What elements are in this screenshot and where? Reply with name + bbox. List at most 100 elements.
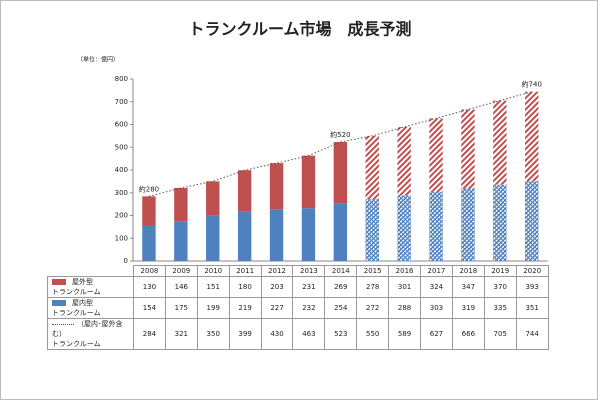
chart-title: トランクルーム市場 成長予測: [188, 20, 411, 39]
corner-cell: [48, 266, 134, 277]
table-value: 705: [483, 318, 517, 350]
y-tick-label: 0: [124, 257, 128, 265]
table-value: 151: [196, 276, 230, 298]
x-tick-label: 2016: [388, 265, 422, 277]
legend-label: 屋内型 トランクルーム: [52, 299, 101, 317]
table-value: 130: [133, 276, 166, 298]
bar-segment: [269, 209, 284, 261]
legend-line: [52, 323, 74, 325]
bar-segment: [461, 188, 475, 261]
y-tick-label: 800: [115, 75, 128, 83]
table-value: 321: [164, 318, 198, 350]
table-value: 146: [164, 276, 198, 298]
bar-segment: [142, 225, 156, 261]
bar-segment: [429, 192, 443, 261]
table-value: 393: [515, 276, 549, 298]
bar-segment: [397, 195, 411, 261]
table-value: 269: [324, 276, 358, 298]
x-tick-label: 2014: [324, 265, 358, 277]
x-tick-label: 2011: [228, 265, 262, 277]
y-tick-label: 100: [115, 234, 128, 242]
series-row: （屋内･屋外含む） トランクルーム 284 321 350 399 430 463 523 55…: [47, 318, 549, 350]
bar-segment: [237, 170, 252, 212]
legend-item: 屋内型 トランクルーム: [47, 297, 134, 319]
table-value: 288: [388, 297, 422, 319]
bar-segment: [174, 187, 188, 222]
table-value: 154: [133, 297, 166, 319]
table-value: 219: [228, 297, 262, 319]
x-tick-label: 2012: [260, 265, 294, 277]
bar-segment: [525, 181, 539, 261]
table-value: 350: [196, 318, 230, 350]
y-tick-label: 200: [115, 212, 128, 220]
data-table: 2008 2009 2010 2011 2012 2013 2014 2015 2016 2017…: [47, 265, 549, 350]
series-row: 屋内型 トランクルーム 154 175 199 219 227 232 254 272 288 30…: [47, 297, 549, 319]
x-tick-label: 2008: [133, 265, 166, 277]
table-value: 231: [292, 276, 326, 298]
table-value: 399: [228, 318, 262, 350]
y-tick-label: 600: [115, 121, 128, 129]
series-row: 屋外型 トランクルーム 130 146 151 180 203 231 269 278 301 32…: [47, 276, 549, 298]
bar-segment: [237, 211, 252, 261]
header-row: 2008 2009 2010 2011 2012 2013 2014 2015 2016 2017…: [48, 265, 549, 277]
table-value: 430: [260, 318, 294, 350]
table-value: 203: [260, 276, 294, 298]
table-value: 319: [451, 297, 485, 319]
bar-segment: [206, 181, 220, 216]
table-value: 347: [451, 276, 485, 298]
legend-label: 屋外型 トランクルーム: [52, 278, 101, 296]
table-value: 666: [451, 318, 485, 350]
table-value: 254: [324, 297, 358, 319]
table-value: 278: [356, 276, 390, 298]
table-value: 627: [420, 318, 453, 350]
bar-segment: [365, 135, 379, 200]
bar-segment: [269, 163, 284, 210]
y-tick-label: 300: [115, 189, 128, 197]
bar-segment: [142, 196, 156, 226]
bar-segment: [333, 142, 348, 204]
table-value: 175: [164, 297, 198, 319]
legend-label: （屋内･屋外含む） トランクルーム: [52, 320, 123, 348]
bar-segment: [429, 118, 443, 193]
table-value: 589: [388, 318, 422, 350]
legend-swatch: [52, 279, 66, 285]
bar-segment: [365, 199, 379, 261]
table-value: 351: [515, 297, 549, 319]
x-tick-label: 2009: [164, 265, 198, 277]
bar-segment: [397, 127, 411, 196]
legend-item: 屋外型 トランクルーム: [47, 276, 134, 298]
y-tick-label: 500: [115, 143, 128, 151]
bar-segment: [301, 208, 316, 261]
bar-segment: [301, 155, 316, 209]
annotation: 約520: [330, 130, 350, 139]
bar-segment: [493, 100, 507, 185]
annotation: 約740: [522, 80, 542, 89]
table-value: 463: [292, 318, 326, 350]
annotation: 約280: [139, 184, 159, 193]
table-value: 523: [324, 318, 358, 350]
bar-segment: [206, 215, 220, 261]
bar-segment: [493, 184, 507, 261]
table-value: 284: [133, 318, 166, 350]
bar-segment: [461, 109, 475, 189]
x-tick-label: 2017: [420, 265, 453, 277]
table-value: 370: [483, 276, 517, 298]
x-tick-label: 2015: [356, 265, 390, 277]
table-value: 199: [196, 297, 230, 319]
table-value: 335: [483, 297, 517, 319]
table-value: 550: [356, 318, 390, 350]
table-value: 744: [515, 318, 549, 350]
x-tick-label: 2019: [483, 265, 517, 277]
table-value: 180: [228, 276, 262, 298]
x-tick-label: 2018: [451, 265, 485, 277]
table-value: 232: [292, 297, 326, 319]
x-tick-label: 2010: [196, 265, 230, 277]
y-tick-label: 700: [115, 98, 128, 106]
legend-item: （屋内･屋外含む） トランクルーム: [47, 318, 134, 350]
bar-segment: [174, 221, 188, 261]
table-value: 227: [260, 297, 294, 319]
table-value: 272: [356, 297, 390, 319]
y-tick-label: 400: [115, 166, 128, 174]
table-value: 303: [420, 297, 453, 319]
